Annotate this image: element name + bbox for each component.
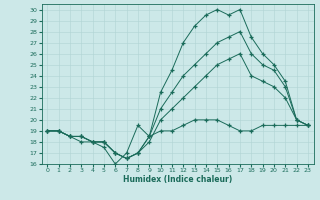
X-axis label: Humidex (Indice chaleur): Humidex (Indice chaleur) [123, 175, 232, 184]
